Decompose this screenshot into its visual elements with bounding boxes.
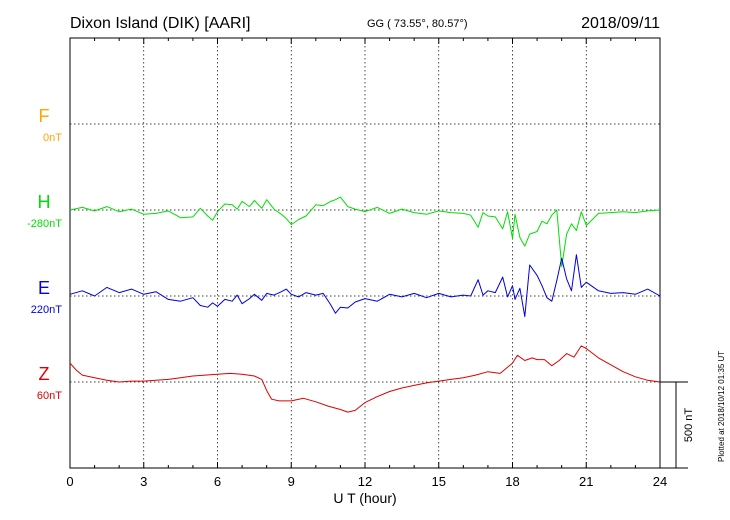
- component-label-H: H: [38, 192, 51, 212]
- scale-bar: 500 nT: [660, 381, 695, 469]
- x-tick-label-9: 9: [288, 474, 295, 489]
- x-tick-label-3: 3: [140, 474, 147, 489]
- component-labels: F 0nT H -280nT E 220nT Z 60nT: [27, 106, 62, 402]
- series-line-H: [69, 196, 661, 268]
- component-offset-Z: 60nT: [37, 390, 62, 402]
- x-tick-label-18: 18: [505, 474, 519, 489]
- x-axis-ticks: 0 3 6 9 12 15 18 21 24: [66, 38, 667, 489]
- x-axis-label: U T (hour): [333, 490, 396, 506]
- component-offset-F: 0nT: [43, 132, 62, 144]
- x-tick-label-12: 12: [358, 474, 372, 489]
- x-tick-label-6: 6: [214, 474, 221, 489]
- series-line-Z: [69, 345, 661, 413]
- station-title: Dixon Island (DIK) [AARI]: [70, 15, 251, 32]
- x-tick-label-21: 21: [579, 474, 593, 489]
- component-label-F: F: [39, 106, 50, 126]
- series-line-E: [69, 254, 661, 318]
- x-tick-label-15: 15: [432, 474, 446, 489]
- grid-lines: [70, 38, 660, 468]
- chart-date: 2018/09/11: [581, 15, 660, 32]
- component-offset-E: 220nT: [31, 304, 62, 316]
- geographic-coords: GG ( 73.55°, 80.57°): [367, 18, 468, 30]
- plotted-timestamp: Plotted at 2018/10/12 01:35 UT: [717, 351, 726, 462]
- x-tick-label-24: 24: [653, 474, 667, 489]
- x-tick-label-0: 0: [66, 474, 73, 489]
- component-label-Z: Z: [39, 364, 50, 384]
- series-layer: [69, 196, 661, 413]
- scale-bar-label: 500 nT: [683, 408, 695, 443]
- component-label-E: E: [38, 278, 50, 298]
- component-offset-H: -280nT: [27, 218, 62, 230]
